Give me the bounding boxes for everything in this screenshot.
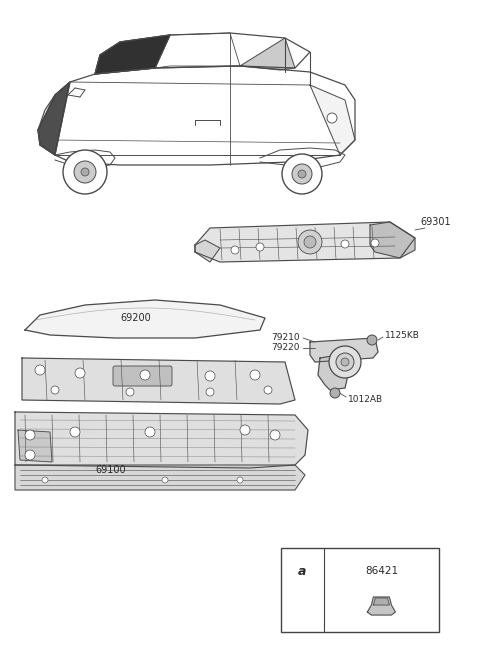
Circle shape bbox=[25, 450, 35, 460]
Polygon shape bbox=[318, 355, 348, 390]
Polygon shape bbox=[95, 35, 170, 74]
Polygon shape bbox=[240, 38, 295, 70]
Text: 69100: 69100 bbox=[95, 465, 126, 475]
Polygon shape bbox=[38, 82, 70, 155]
Circle shape bbox=[74, 161, 96, 183]
Circle shape bbox=[140, 370, 150, 380]
Circle shape bbox=[206, 388, 214, 396]
Circle shape bbox=[330, 388, 340, 398]
Polygon shape bbox=[195, 240, 220, 262]
Circle shape bbox=[81, 168, 89, 176]
Circle shape bbox=[240, 425, 250, 435]
Polygon shape bbox=[373, 598, 389, 605]
Circle shape bbox=[42, 477, 48, 483]
Circle shape bbox=[231, 246, 239, 254]
Circle shape bbox=[250, 370, 260, 380]
FancyBboxPatch shape bbox=[113, 366, 172, 386]
Circle shape bbox=[298, 170, 306, 178]
Text: a: a bbox=[342, 357, 348, 366]
Text: 1012AB: 1012AB bbox=[348, 396, 383, 404]
Text: 1125KB: 1125KB bbox=[385, 331, 420, 340]
Circle shape bbox=[336, 353, 354, 371]
Polygon shape bbox=[370, 222, 415, 258]
Circle shape bbox=[292, 164, 312, 184]
Text: 69301: 69301 bbox=[420, 217, 451, 227]
Circle shape bbox=[329, 346, 361, 378]
Polygon shape bbox=[22, 358, 295, 404]
Circle shape bbox=[25, 430, 35, 440]
Circle shape bbox=[304, 236, 316, 248]
Text: 69200: 69200 bbox=[120, 313, 151, 323]
Circle shape bbox=[75, 368, 85, 378]
Circle shape bbox=[341, 240, 349, 248]
Polygon shape bbox=[367, 597, 396, 615]
Text: 79210: 79210 bbox=[271, 334, 300, 342]
Circle shape bbox=[35, 365, 45, 375]
Polygon shape bbox=[310, 85, 355, 155]
Circle shape bbox=[298, 230, 322, 254]
Circle shape bbox=[70, 427, 80, 437]
Circle shape bbox=[270, 430, 280, 440]
Polygon shape bbox=[195, 222, 415, 262]
Circle shape bbox=[264, 386, 272, 394]
Text: 86421: 86421 bbox=[365, 567, 398, 576]
Polygon shape bbox=[310, 338, 378, 362]
Polygon shape bbox=[18, 430, 52, 462]
Text: 79220: 79220 bbox=[272, 344, 300, 353]
Circle shape bbox=[256, 243, 264, 251]
Text: a: a bbox=[298, 565, 306, 578]
Bar bbox=[281, 548, 439, 632]
Circle shape bbox=[205, 371, 215, 381]
Circle shape bbox=[162, 477, 168, 483]
Circle shape bbox=[145, 427, 155, 437]
Circle shape bbox=[367, 335, 377, 345]
Circle shape bbox=[237, 477, 243, 483]
Circle shape bbox=[327, 113, 337, 123]
Circle shape bbox=[51, 386, 59, 394]
Circle shape bbox=[282, 154, 322, 194]
Circle shape bbox=[371, 239, 379, 247]
Circle shape bbox=[341, 358, 349, 366]
Circle shape bbox=[126, 388, 134, 396]
Polygon shape bbox=[15, 412, 308, 468]
Polygon shape bbox=[15, 465, 305, 490]
Circle shape bbox=[63, 150, 107, 194]
Polygon shape bbox=[25, 300, 265, 338]
